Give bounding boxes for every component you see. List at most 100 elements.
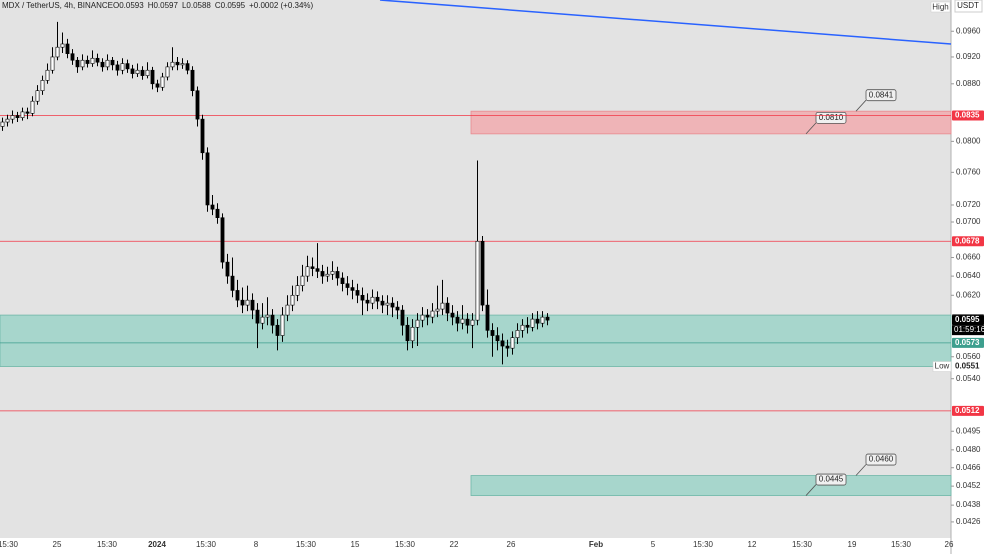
x-tick-label: 19 bbox=[848, 540, 857, 549]
candle-body bbox=[490, 330, 495, 336]
level-badge-bg bbox=[952, 405, 984, 416]
candle-body bbox=[300, 275, 305, 286]
candle-body bbox=[395, 306, 400, 311]
x-tick-label: 22 bbox=[450, 540, 459, 549]
y-tick-label: 0.0960 bbox=[956, 26, 981, 35]
header-symbol: MDX / TetherUS, 4h, BINANCE bbox=[2, 1, 113, 10]
candle-body bbox=[365, 299, 370, 304]
candle-body bbox=[380, 300, 385, 306]
candle-body bbox=[225, 261, 230, 277]
candle-body bbox=[50, 56, 55, 71]
candle-body bbox=[335, 271, 340, 279]
y-tick-label: 0.0426 bbox=[956, 517, 981, 526]
candle-body bbox=[170, 61, 175, 68]
candle-body bbox=[350, 287, 355, 291]
candle-body bbox=[450, 312, 455, 318]
level-badge: 0.0512 bbox=[955, 406, 980, 415]
y-tick-label: 0.0560 bbox=[956, 352, 981, 361]
header-value: +0.0002 (+0.34%) bbox=[249, 1, 313, 10]
candle-body bbox=[215, 208, 220, 218]
candle-body bbox=[520, 324, 525, 331]
candle-body bbox=[40, 80, 45, 92]
candle-body bbox=[105, 59, 110, 68]
callout-label: 0.0460 bbox=[869, 455, 894, 464]
price-axis bbox=[951, 0, 984, 554]
candle-body bbox=[35, 90, 40, 102]
candle-body bbox=[160, 76, 165, 88]
candle-body bbox=[415, 319, 420, 328]
x-tick-label: 12 bbox=[748, 540, 757, 549]
y-tick-label: 0.0660 bbox=[956, 253, 981, 262]
x-tick-label: 15:30 bbox=[0, 540, 19, 549]
candle-body bbox=[405, 324, 410, 342]
x-tick-label: 26 bbox=[507, 540, 516, 549]
zone bbox=[470, 110, 952, 135]
candle-body bbox=[200, 118, 205, 154]
zones: 0.0841 0.0810 0.0460 0.0445 bbox=[0, 89, 952, 496]
candle-body bbox=[360, 294, 365, 301]
y-tick-label: 0.0760 bbox=[956, 167, 981, 176]
candle-body bbox=[445, 302, 450, 314]
candle-body bbox=[510, 337, 515, 349]
candle-body bbox=[180, 63, 185, 66]
candle-body bbox=[15, 115, 20, 118]
candle-body bbox=[345, 283, 350, 288]
callout-leader bbox=[855, 464, 867, 476]
price-badge-bg bbox=[952, 361, 984, 372]
candle-body bbox=[285, 304, 290, 316]
zone bbox=[470, 475, 952, 496]
candle-body bbox=[410, 326, 415, 342]
candle-body bbox=[265, 314, 270, 318]
x-tick-label: 26 bbox=[945, 540, 954, 549]
candle-body bbox=[320, 271, 325, 277]
candle-body bbox=[270, 314, 275, 326]
candle-body bbox=[30, 100, 35, 114]
x-tick-label: 15:30 bbox=[693, 540, 714, 549]
candle-body bbox=[95, 57, 100, 63]
candle-body bbox=[70, 53, 75, 61]
candle-body bbox=[260, 316, 265, 324]
x-tick-label: 15:30 bbox=[891, 540, 912, 549]
candle-body bbox=[305, 266, 310, 277]
candle-body bbox=[0, 121, 5, 127]
level-badge: 0.0678 bbox=[955, 236, 980, 245]
zone bbox=[0, 314, 952, 367]
x-tick-label: 15:30 bbox=[792, 540, 813, 549]
callout-box bbox=[815, 473, 847, 486]
level-badge-bg bbox=[952, 110, 984, 121]
lines bbox=[0, 0, 952, 412]
candle-body bbox=[455, 316, 460, 324]
candle-body bbox=[385, 302, 390, 306]
candle-body bbox=[545, 316, 550, 321]
candle-body bbox=[165, 66, 170, 78]
x-tick-label: 2024 bbox=[148, 540, 166, 549]
y-tick-label: 0.0480 bbox=[956, 445, 981, 454]
y-tick-label: 0.0620 bbox=[956, 290, 981, 299]
high-tag: High bbox=[932, 3, 948, 12]
tag: Low bbox=[935, 362, 950, 371]
candle-body bbox=[135, 69, 140, 74]
candle-body bbox=[310, 266, 315, 269]
callout-leader bbox=[855, 99, 867, 112]
candle-body bbox=[480, 240, 485, 306]
currency-box bbox=[954, 0, 983, 13]
candle-body bbox=[45, 69, 50, 81]
candle-body bbox=[290, 294, 295, 306]
candle-body bbox=[130, 68, 135, 74]
candle-body bbox=[210, 204, 215, 210]
candle-body bbox=[525, 324, 530, 328]
candles bbox=[0, 21, 550, 365]
candle-body bbox=[150, 69, 155, 85]
candle-body bbox=[185, 63, 190, 71]
x-tick-label: 25 bbox=[53, 540, 62, 549]
time-axis bbox=[0, 538, 951, 554]
candle-body bbox=[5, 118, 10, 123]
candle-body bbox=[220, 217, 225, 263]
candle-body bbox=[110, 59, 115, 66]
candle-body bbox=[120, 63, 125, 71]
candle-body bbox=[125, 63, 130, 70]
candle-body bbox=[115, 64, 120, 71]
candle-body bbox=[280, 314, 285, 336]
candle-body bbox=[485, 304, 490, 331]
